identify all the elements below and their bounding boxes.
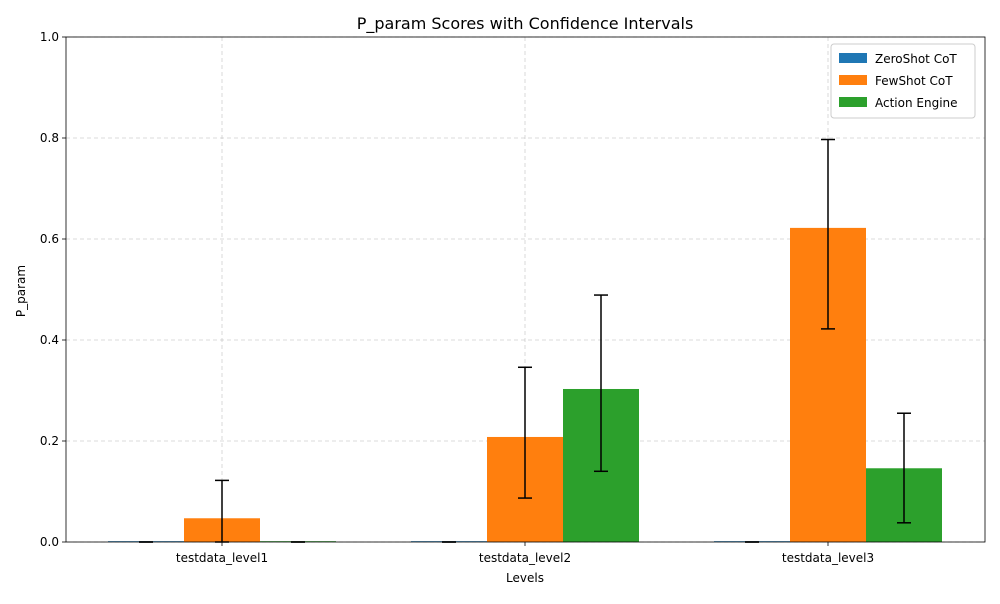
y-tick-label: 1.0 <box>40 30 59 44</box>
legend-label: ZeroShot CoT <box>875 52 957 66</box>
chart-title: P_param Scores with Confidence Intervals <box>357 14 694 34</box>
legend-label: FewShot CoT <box>875 74 953 88</box>
x-tick-label: testdata_level1 <box>176 551 268 565</box>
y-tick-label: 0.2 <box>40 434 59 448</box>
y-tick-label: 0.4 <box>40 333 59 347</box>
legend-swatch <box>839 97 867 107</box>
x-axis-label: Levels <box>506 571 544 585</box>
legend-swatch <box>839 75 867 85</box>
plot-frame <box>65 36 986 543</box>
y-tick-label: 0.8 <box>40 131 59 145</box>
y-tick-label: 0.0 <box>40 535 59 549</box>
legend-swatch <box>839 53 867 63</box>
y-tick-label: 0.6 <box>40 232 59 246</box>
axes: 0.0 0.2 0.4 0.6 0.8 1.0 testdata_level1 testdat… <box>40 30 986 565</box>
y-axis-label: P_param <box>14 265 28 317</box>
x-tick-label: testdata_level2 <box>479 551 571 565</box>
legend-label: Action Engine <box>875 96 958 110</box>
legend: ZeroShot CoT FewShot CoT Action Engine <box>830 43 976 119</box>
x-tick-label: testdata_level3 <box>782 551 874 565</box>
